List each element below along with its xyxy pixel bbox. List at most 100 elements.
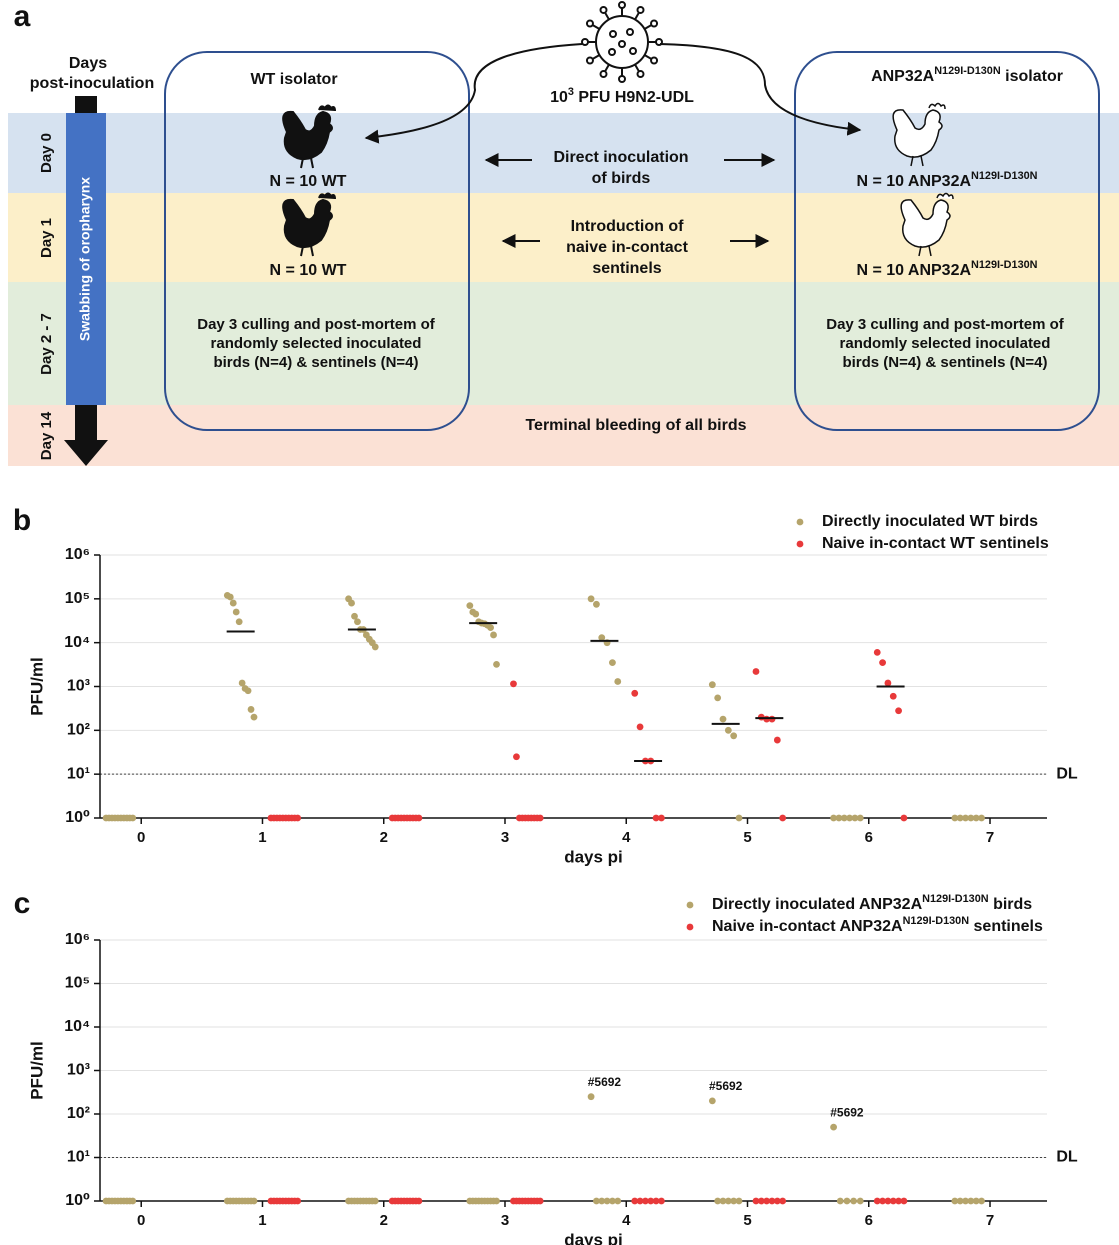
x-tick-label: 7 — [986, 1212, 994, 1229]
spike-tip — [638, 71, 644, 77]
y-tick-label: 10² — [67, 1105, 90, 1122]
days-header: Days — [69, 55, 107, 72]
data-point — [725, 727, 732, 734]
text-part: PFU H9N2-UDL — [574, 89, 694, 106]
x-tick-label: 2 — [380, 1212, 388, 1229]
data-point — [730, 732, 737, 739]
day-label: Day 0 — [38, 133, 55, 173]
spike-tip — [601, 7, 607, 13]
data-point — [714, 694, 721, 701]
data-point — [513, 753, 520, 760]
center-text: of birds — [592, 170, 651, 187]
data-point — [879, 659, 886, 666]
panel-label: c — [14, 887, 31, 920]
text-part: Directly inoculated ANP32A — [712, 896, 923, 913]
data-point — [769, 716, 776, 723]
annotation: #5692 — [709, 1079, 743, 1093]
data-point — [372, 1198, 379, 1205]
figure: a Days post-inoculation Swabbing of orophar… — [0, 0, 1119, 1245]
text-part: N = 10 ANP32A — [856, 262, 971, 279]
x-axis-label: days pi — [564, 847, 623, 866]
x-tick-label: 5 — [743, 829, 751, 846]
panel-label: a — [14, 0, 31, 33]
text-part: ANP32A — [871, 68, 935, 85]
text-part: N129I-D130N — [971, 170, 1038, 182]
spike — [605, 13, 609, 20]
legend-label: Naive in-contact ANP32AN129I-D130N senti… — [712, 915, 1043, 935]
data-point — [637, 723, 644, 730]
page: {"diagram": { "panel_label": "a", "days_… — [0, 0, 1119, 1245]
virus-icon — [582, 2, 662, 82]
data-point — [631, 690, 638, 697]
cull-text: randomly selected inoculated — [840, 335, 1051, 352]
timeline-top — [75, 96, 97, 113]
detection-limit-label: DL — [1056, 765, 1078, 782]
center-text: Terminal bleeding of all birds — [525, 417, 746, 434]
x-tick-label: 4 — [622, 829, 631, 846]
annotation: #5692 — [830, 1105, 864, 1119]
data-point — [537, 815, 544, 822]
data-point — [890, 693, 897, 700]
spike-tip — [601, 71, 607, 77]
isolator-title: WT isolator — [250, 71, 337, 88]
y-axis-label: PFU/ml — [27, 1041, 46, 1100]
isolator-title: ANP32AN129I-D130N isolator — [871, 65, 1063, 85]
center-text: Introduction of — [571, 218, 685, 235]
data-point — [736, 1198, 743, 1205]
text-part: birds — [989, 896, 1033, 913]
data-point — [354, 618, 361, 625]
center-text: naive in-contact — [566, 239, 688, 256]
data-point — [774, 737, 781, 744]
detection-limit-label: DL — [1056, 1149, 1078, 1166]
data-point — [978, 1198, 985, 1205]
data-point — [251, 1198, 258, 1205]
legend-marker — [687, 924, 694, 931]
data-point — [844, 1198, 851, 1205]
spike-tip — [619, 76, 625, 82]
spike-tip — [582, 39, 588, 45]
spike — [635, 65, 639, 72]
cull-text: randomly selected inoculated — [211, 335, 422, 352]
y-tick-label: 10⁰ — [65, 1192, 90, 1209]
x-tick-label: 1 — [258, 829, 266, 846]
swab-label: Swabbing of oropharynx — [77, 177, 93, 341]
legend-label: Directly inoculated ANP32AN129I-D130N bi… — [712, 893, 1032, 913]
cull-text: Day 3 culling and post-mortem of — [197, 316, 436, 333]
spike — [645, 25, 652, 29]
data-point — [736, 815, 743, 822]
y-tick-label: 10⁶ — [65, 931, 90, 948]
text-part: Naive in-contact ANP32A — [712, 918, 903, 935]
cull-text: birds (N=4) & sentinels (N=4) — [213, 354, 418, 371]
data-point — [372, 644, 379, 651]
x-tick-label: 3 — [501, 1212, 509, 1229]
legend-marker — [797, 519, 804, 526]
data-point — [709, 1098, 716, 1105]
x-tick-label: 4 — [622, 1212, 631, 1229]
text-part: N129I-D130N — [971, 259, 1038, 271]
data-point — [588, 1093, 595, 1100]
y-tick-label: 10² — [67, 722, 90, 739]
data-point — [779, 1198, 786, 1205]
spike-tip — [638, 7, 644, 13]
bird-count: N = 10 WT — [270, 173, 347, 190]
data-point — [720, 716, 727, 723]
data-point — [857, 815, 864, 822]
data-point — [830, 1124, 837, 1131]
data-point — [294, 1198, 301, 1205]
data-point — [588, 595, 595, 602]
data-point — [658, 1198, 665, 1205]
data-point — [416, 815, 423, 822]
annotation: #5692 — [588, 1075, 622, 1089]
days-header: post-inoculation — [30, 75, 154, 92]
y-tick-label: 10⁵ — [65, 975, 90, 992]
data-point — [294, 815, 301, 822]
panel-label: b — [13, 504, 31, 537]
text-part: sentinels — [969, 918, 1043, 935]
y-tick-label: 10⁶ — [65, 546, 90, 563]
data-point — [248, 706, 255, 713]
data-point — [857, 1198, 864, 1205]
day-label: Day 2 - 7 — [38, 313, 55, 375]
y-tick-label: 10⁴ — [64, 1018, 90, 1035]
data-point — [510, 680, 517, 687]
center-text: Direct inoculation — [553, 149, 688, 166]
